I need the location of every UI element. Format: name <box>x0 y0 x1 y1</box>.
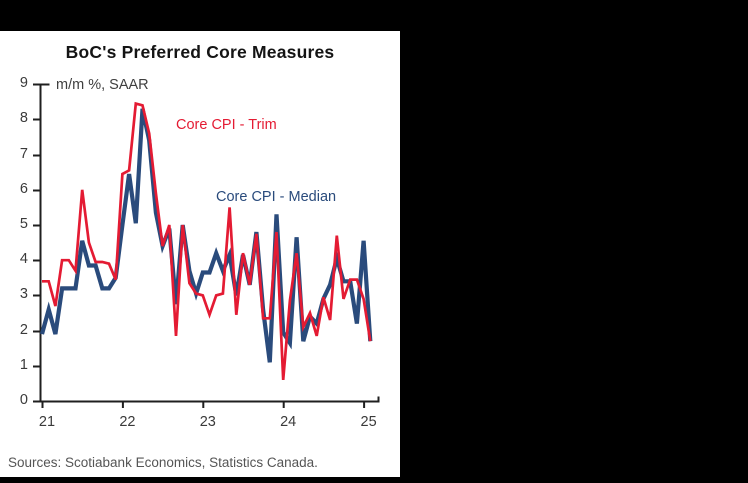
chart-subtitle: m/m %, SAAR <box>56 77 149 93</box>
y-tick-label: 3 <box>19 286 28 303</box>
x-tick-label: 25 <box>360 414 377 430</box>
x-tick-label: 21 <box>38 414 56 430</box>
y-tick-label: 9 <box>19 75 28 92</box>
series-label-core-cpi-median: Core CPI - Median <box>216 189 337 205</box>
x-tick-label: 23 <box>199 414 216 430</box>
y-tick-label: 1 <box>19 356 28 373</box>
source-note: Sources: Scotiabank Economics, Statistic… <box>8 455 318 470</box>
chart-title: BoC's Preferred Core Measures <box>65 42 335 62</box>
y-tick-label: 7 <box>19 145 28 162</box>
chart-card: BoC's Preferred Core Measures m/m %, SAA… <box>0 31 400 477</box>
x-tick-label: 22 <box>119 414 136 430</box>
y-tick-label: 5 <box>19 216 28 232</box>
line-core-cpi-median <box>39 108 373 363</box>
x-tick-label: 24 <box>280 414 297 430</box>
y-tick-label: 8 <box>19 110 28 127</box>
y-tick-label: 4 <box>19 251 28 268</box>
y-tick-label: 0 <box>19 392 28 408</box>
y-tick-label: 2 <box>19 321 28 338</box>
y-tick-label: 6 <box>19 180 28 197</box>
series-label-core-cpi-trim: Core CPI - Trim <box>176 117 277 133</box>
line-core-cpi-trim <box>42 101 372 381</box>
chart-canvas <box>33 83 380 408</box>
